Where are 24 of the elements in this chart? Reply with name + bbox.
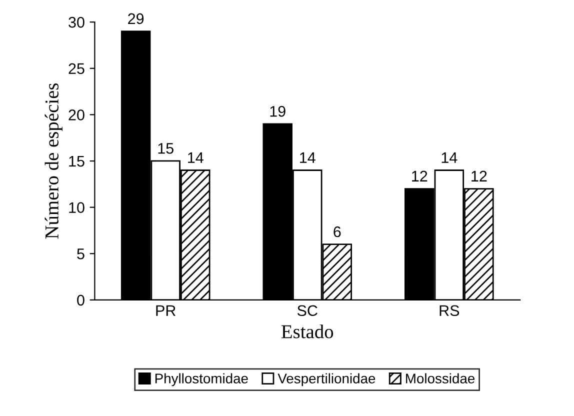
x-axis-title: Estado <box>281 324 334 338</box>
legend-label: Vespertilionidae <box>278 373 376 386</box>
x-tick-label: SC <box>297 305 318 316</box>
y-tick-label: 30 <box>68 16 84 28</box>
legend-label: Phyllostomidae <box>155 373 248 386</box>
y-tick-label: 15 <box>69 156 84 167</box>
data-label: 6 <box>334 226 341 238</box>
data-label: 12 <box>412 170 428 182</box>
legend-label: Molossidae <box>406 373 475 384</box>
data-label: 14 <box>442 152 458 163</box>
y-axis-title: Número de espécies <box>44 83 62 239</box>
data-label: 29 <box>128 13 144 24</box>
y-tick-label: 10 <box>69 202 84 213</box>
data-label: 12 <box>472 170 487 182</box>
data-label: 19 <box>270 106 286 117</box>
y-tick-label: 5 <box>77 248 84 260</box>
y-tick-label: 0 <box>77 294 84 306</box>
x-tick-label: RS <box>440 305 460 316</box>
x-tick-label: PR <box>156 305 176 316</box>
data-label: 15 <box>158 143 174 154</box>
y-tick-label: 25 <box>68 63 84 74</box>
data-label: 14 <box>188 152 204 163</box>
data-label: 14 <box>300 152 316 163</box>
y-tick-label: 20 <box>68 110 84 120</box>
